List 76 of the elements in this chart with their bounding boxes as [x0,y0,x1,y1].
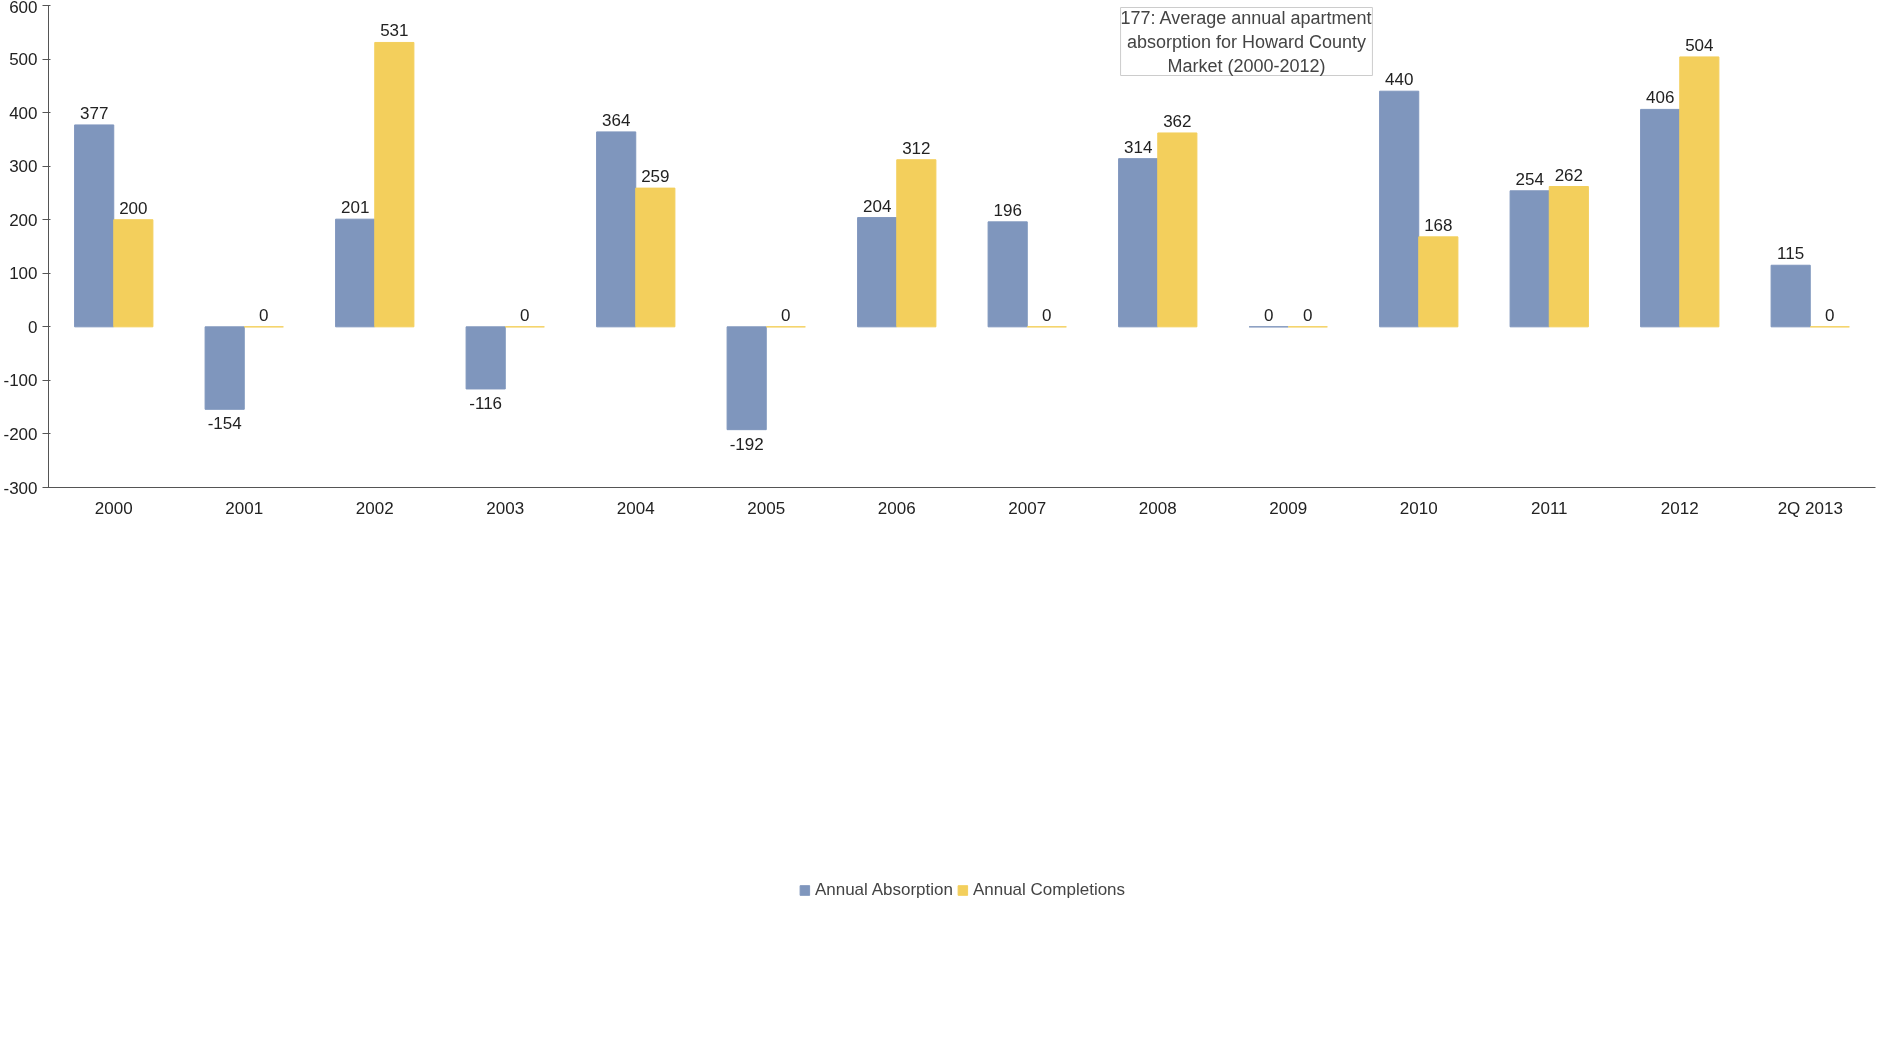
data-label: 262 [1554,165,1584,185]
y-tick-label: 400 [9,103,38,123]
y-tick-label: 0 [28,317,38,337]
x-tick-label: 2006 [877,498,916,518]
data-label: -116 [469,393,503,413]
data-label: 312 [902,138,931,158]
data-label: 0 [1042,305,1052,325]
bar [635,187,676,328]
data-label: -192 [729,434,764,454]
x-tick-label: 2007 [1008,498,1047,518]
data-label: 406 [1645,88,1675,108]
x-tick-label: 2002 [355,498,394,518]
data-label: 0 [1303,305,1313,325]
bar [987,221,1028,328]
data-label: 168 [1424,215,1453,235]
bar [465,326,506,390]
legend-label: Annual Completions [972,880,1126,900]
y-tick-label: -100 [3,371,38,391]
y-tick-label: 600 [9,0,38,17]
data-label: 0 [1263,305,1274,325]
bar [1509,190,1550,328]
x-tick-label: 2004 [616,498,655,518]
data-label: 362 [1163,111,1192,131]
annotation: 177: Average annual apartment absorption for Howard County Market (2000-2012) [1120,7,1372,76]
bar [596,131,637,328]
y-tick-label: 300 [9,157,38,177]
x-tick-label: 2Q 2013 [1777,498,1843,518]
y-tick-label: 200 [9,210,38,230]
bar [1679,56,1720,328]
data-label: 196 [993,200,1022,220]
bar [1418,236,1459,328]
x-tick-label: 2000 [94,498,133,518]
data-label: 115 [1777,244,1805,264]
x-tick-label: 2011 [1530,498,1568,518]
data-label: 364 [601,110,631,130]
bar [857,217,898,328]
y-tick-label: 100 [9,264,38,284]
bar [335,218,376,328]
x-tick-label: 2003 [486,498,525,518]
bar [74,124,115,328]
data-label: 204 [862,196,892,216]
data-label: 440 [1384,70,1414,90]
data-label: 504 [1685,35,1714,55]
x-tick-label: 2010 [1399,498,1438,518]
bar [204,326,245,410]
data-label: 377 [79,103,109,123]
bar [1118,158,1159,328]
bar [1157,132,1198,328]
y-tick-label: 500 [9,50,38,70]
x-tick-label: 2008 [1138,498,1177,518]
x-tick-label: 2005 [747,498,786,518]
bar [113,219,154,328]
data-label: 0 [520,305,530,325]
data-label: 254 [1515,169,1544,189]
bar [374,41,415,328]
data-label: 314 [1123,137,1153,157]
bar [726,326,767,431]
data-label: 531 [380,21,409,41]
data-label: 0 [1825,305,1835,325]
bar [1548,186,1589,328]
data-label: 201 [340,198,370,218]
y-tick-label: -300 [3,478,38,498]
bar [1770,264,1811,328]
y-tick-label: -200 [3,424,38,444]
x-tick-label: 2012 [1660,498,1699,518]
bar [1379,90,1420,328]
data-label: 200 [119,198,148,218]
bar [1640,108,1681,328]
x-tick-label: 2001 [225,498,264,518]
data-label: 0 [781,305,791,325]
data-label: 0 [259,305,269,325]
bar [896,159,937,328]
x-tick-label: 2009 [1269,498,1308,518]
data-label: 259 [641,167,670,187]
legend-label: Annual Absorption [814,880,953,900]
data-label: -154 [207,414,242,434]
